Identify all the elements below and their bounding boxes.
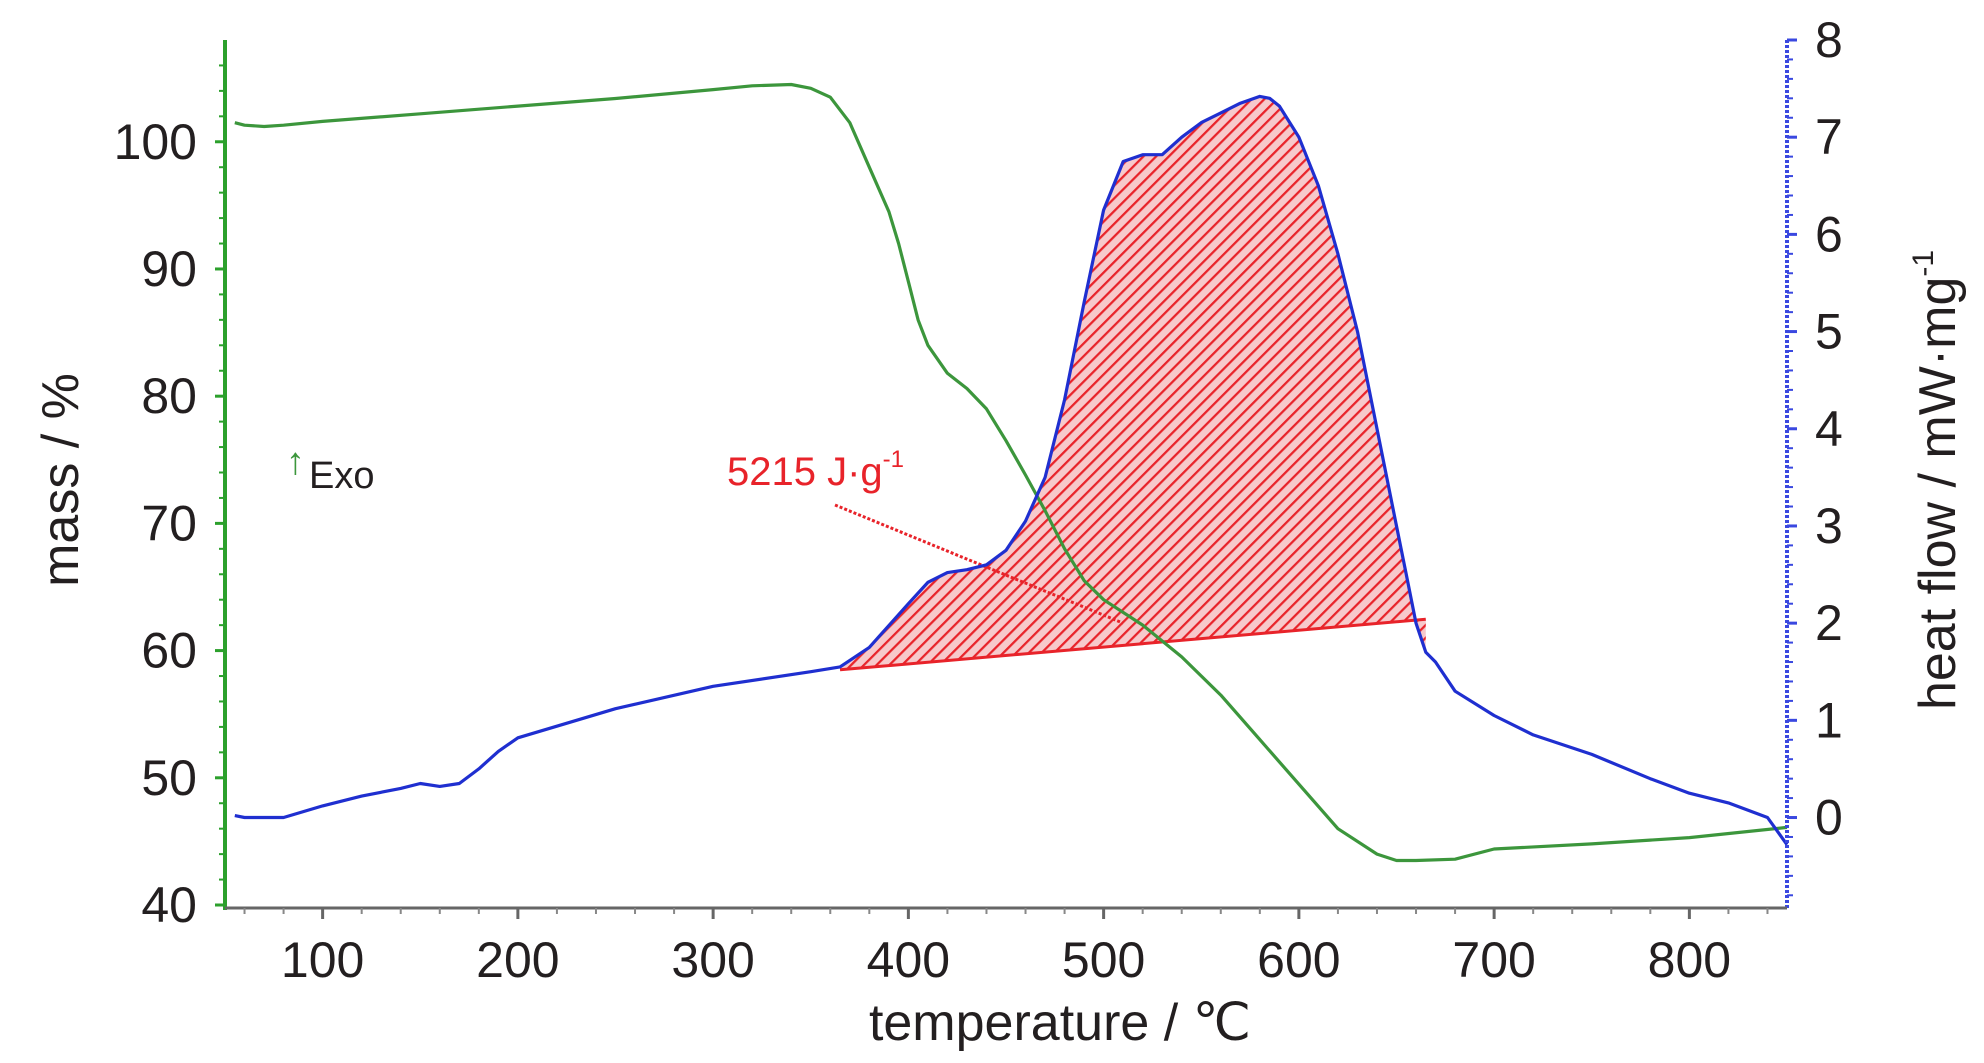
right-y-axis-title-main: heat flow / mW·mg — [1909, 277, 1967, 710]
x-axis-ticks: 100 200 300 400 500 600 700 800 — [281, 908, 1731, 988]
x-axis-title: temperature / ℃ — [869, 994, 1251, 1052]
right-y-tick-label-2: 2 — [1815, 595, 1843, 651]
x-tick-label-700: 700 — [1452, 932, 1535, 988]
right-y-tick-label-4: 4 — [1815, 401, 1843, 457]
left-y-axis-ticks: 40 50 60 70 80 90 100 — [114, 114, 225, 933]
x-tick-label-100: 100 — [281, 932, 364, 988]
enthalpy-annotation: 5215 J·g-1 — [727, 446, 904, 494]
right-y-tick-label-7: 7 — [1815, 109, 1843, 165]
mass-curve — [234, 82, 1788, 863]
minor-ticks — [219, 58, 1793, 914]
heat-flow-curve — [234, 94, 1789, 846]
peak-baseline — [839, 617, 1426, 672]
x-tick-label-300: 300 — [671, 932, 754, 988]
left-y-tick-label-60: 60 — [141, 623, 197, 679]
x-tick-label-800: 800 — [1648, 932, 1731, 988]
exo-arrow: ↑ — [286, 441, 305, 483]
exo-label: Exo — [309, 455, 374, 497]
x-tick-label-200: 200 — [476, 932, 559, 988]
peak-area — [840, 96, 1426, 670]
exo-marker: ↑ Exo — [286, 441, 374, 497]
left-y-tick-label-80: 80 — [141, 368, 197, 424]
right-y-tick-label-8: 8 — [1815, 12, 1843, 68]
left-y-tick-label-90: 90 — [141, 241, 197, 297]
right-y-tick-label-1: 1 — [1815, 692, 1843, 748]
left-y-tick-label-70: 70 — [141, 495, 197, 551]
enthalpy-annotation-value: 5215 J·g — [727, 450, 883, 494]
left-y-tick-label-40: 40 — [141, 877, 197, 933]
left-y-axis-title: mass / % — [32, 373, 90, 587]
right-y-tick-label-0: 0 — [1815, 790, 1843, 846]
right-y-axis-ticks: 0 1 2 3 4 5 6 7 8 — [1787, 12, 1843, 846]
left-y-tick-label-50: 50 — [141, 750, 197, 806]
left-y-tick-label-100: 100 — [114, 114, 197, 170]
annotation-leader-line — [834, 503, 1124, 625]
x-tick-label-600: 600 — [1257, 932, 1340, 988]
enthalpy-annotation-sup: -1 — [883, 446, 904, 473]
right-y-tick-label-5: 5 — [1815, 304, 1843, 360]
x-tick-label-500: 500 — [1062, 932, 1145, 988]
right-y-axis-title-sup: -1 — [1907, 250, 1940, 277]
right-y-axis-title: heat flow / mW·mg-1 — [1907, 250, 1967, 710]
x-tick-label-400: 400 — [867, 932, 950, 988]
right-y-tick-label-3: 3 — [1815, 498, 1843, 554]
right-y-tick-label-6: 6 — [1815, 206, 1843, 262]
